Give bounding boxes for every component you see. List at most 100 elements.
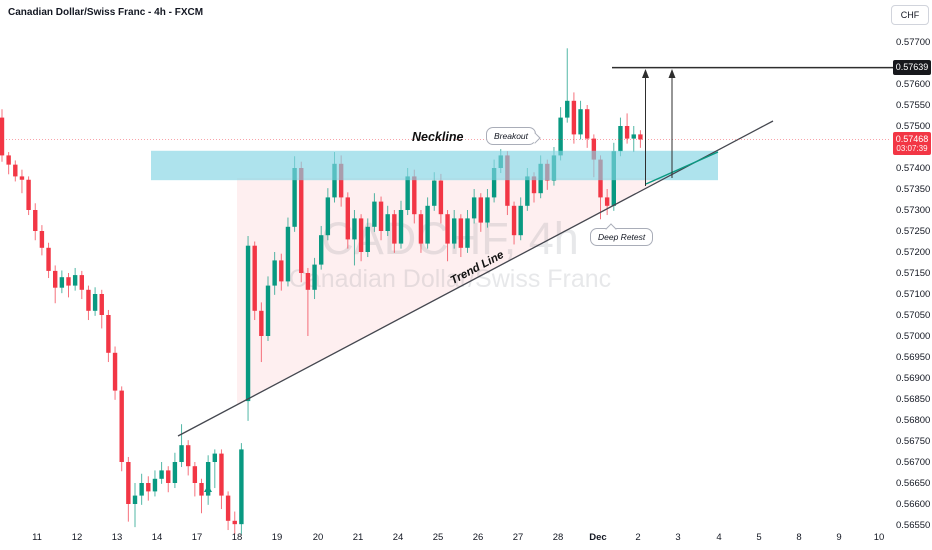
candle-body (358, 218, 364, 252)
candle-body (252, 245, 257, 311)
candle-body (106, 315, 111, 353)
symbol-title: Canadian Dollar/Swiss Franc - 4h - FXCM (8, 7, 204, 18)
price-tick: 0.57350 (896, 184, 931, 195)
price-tick: 0.57100 (896, 289, 931, 300)
candle-body (638, 134, 643, 140)
candle-body (39, 231, 45, 248)
candle-body (139, 483, 144, 496)
candle-body (319, 235, 324, 265)
candle-body (478, 197, 483, 223)
candle-body (112, 352, 118, 391)
date-tick: 14 (151, 532, 163, 543)
date-tick: 12 (71, 532, 83, 543)
candle-body (352, 218, 357, 240)
price-tick: 0.57550 (896, 100, 931, 111)
candle-body (624, 126, 630, 139)
neckline-zone (151, 150, 718, 181)
price-tick: 0.57700 (896, 37, 931, 48)
date-tick: 18 (231, 532, 243, 543)
candle-body (72, 275, 78, 286)
candle-body (132, 495, 138, 504)
candle-body (79, 275, 84, 290)
candle-body (558, 117, 563, 156)
candle-body (186, 445, 191, 467)
date-tick: 24 (392, 532, 404, 543)
candle-body (199, 483, 204, 496)
date-tick: 4 (716, 532, 722, 543)
candle-body (265, 285, 271, 336)
candle-body (239, 449, 244, 525)
candle-body (405, 176, 410, 210)
candle-body (531, 176, 537, 194)
current-price-tag: 0.57468 03:07:39 (893, 132, 931, 156)
date-tick: 19 (271, 532, 283, 543)
time-axis[interactable]: 11 12 13 14 17 18 19 20 21 24 25 26 27 28 Dec 2 3 4 5 8 9 10 (0, 528, 888, 550)
price-tick: 0.56900 (896, 373, 931, 384)
price-tick: 0.57050 (896, 310, 931, 321)
candle-body (305, 273, 311, 290)
candle-body (452, 218, 457, 244)
breakout-callout[interactable]: Breakout (486, 127, 541, 145)
candle-body (0, 117, 5, 156)
candle-body (565, 100, 570, 118)
price-tick: 0.57300 (896, 205, 931, 216)
candle-body (166, 470, 171, 483)
candle-body (465, 218, 470, 248)
candle-body (458, 218, 464, 248)
candle-body (272, 260, 277, 286)
date-tick: 3 (675, 532, 681, 543)
deep-retest-callout[interactable]: Deep Retest (590, 223, 654, 246)
date-tick: 5 (756, 532, 762, 543)
price-tick: 0.56600 (896, 499, 931, 510)
candle-body (378, 201, 384, 231)
price-tick: 0.57600 (896, 79, 931, 90)
candle-body (225, 495, 231, 521)
candle-body (571, 100, 577, 135)
candle-body (219, 453, 224, 496)
candle-body (332, 163, 337, 198)
candle-body (6, 155, 11, 165)
neckline-label[interactable]: Neckline (412, 130, 464, 144)
date-tick: 26 (472, 532, 484, 543)
candle-body (92, 294, 98, 311)
candle-body (591, 138, 597, 160)
price-tick: 0.57500 (896, 121, 931, 132)
candle-body (126, 462, 131, 504)
price-tick: 0.56750 (896, 436, 931, 447)
candle-body (505, 155, 510, 206)
date-tick: 2 (635, 532, 641, 543)
candle-body (312, 264, 317, 290)
candle-body (53, 270, 58, 288)
candle-body (59, 277, 65, 288)
candle-body (26, 179, 31, 210)
candle-body (46, 247, 51, 271)
candle-body (518, 205, 523, 236)
candle-body (299, 168, 304, 273)
candle-body (445, 214, 450, 244)
date-tick: 11 (32, 532, 42, 543)
candle-body (418, 214, 424, 244)
candle-body (259, 310, 264, 336)
price-tick: 0.56800 (896, 415, 931, 426)
up-arrow-head-icon (668, 69, 676, 78)
candle-body (66, 277, 71, 286)
candle-body (438, 180, 444, 215)
date-tick: 27 (512, 532, 524, 543)
candle-body (372, 201, 377, 227)
date-tick: 8 (796, 532, 802, 543)
current-price-value: 0.57468 (895, 134, 929, 145)
candle-body (525, 176, 530, 206)
date-tick: Dec (589, 532, 607, 543)
currency-toggle-button[interactable]: CHF (891, 5, 929, 25)
date-tick: 10 (873, 532, 885, 543)
candle-body (285, 226, 291, 282)
price-axis[interactable]: 0.57700 0.57600 0.57550 0.57500 0.57400 0.573… (888, 0, 932, 550)
candle-body (292, 168, 297, 227)
date-tick: 13 (111, 532, 123, 543)
bar-countdown: 03:07:39 (896, 144, 928, 154)
candle-body (485, 197, 490, 223)
candle-body (205, 462, 211, 496)
up-arrow-head-icon (642, 69, 649, 78)
buy-marker-icon (204, 485, 212, 492)
